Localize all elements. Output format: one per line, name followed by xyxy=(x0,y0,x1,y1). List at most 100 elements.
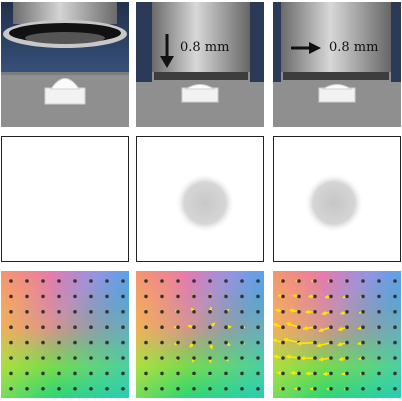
marker-dot xyxy=(313,340,317,345)
marker-dot xyxy=(297,325,301,329)
marker-dot xyxy=(73,310,77,314)
marker-dot xyxy=(208,340,212,345)
marker-dot xyxy=(313,387,317,391)
arrow-head-icon xyxy=(357,326,362,330)
marker-dot xyxy=(121,294,125,299)
marker-dot xyxy=(25,387,29,391)
marker-dot xyxy=(313,356,317,360)
arrow-head-icon xyxy=(208,306,213,311)
marker-dot xyxy=(9,294,13,299)
marker-dot xyxy=(345,279,349,283)
marker-dot xyxy=(73,387,77,391)
marker-dot xyxy=(41,371,45,376)
arrow-head-icon xyxy=(276,370,281,375)
marker-dot xyxy=(361,325,365,329)
marker-dot xyxy=(105,340,109,345)
marker-dot xyxy=(41,310,45,314)
marker-dot xyxy=(329,294,333,299)
marker-dot xyxy=(377,294,381,299)
marker-dot xyxy=(25,325,29,329)
marker-dot xyxy=(281,294,285,299)
marker-dot xyxy=(25,356,29,360)
marker-dot xyxy=(256,340,260,345)
marker-dot xyxy=(377,310,381,314)
marker-dot xyxy=(224,340,228,345)
marker-dot xyxy=(313,310,317,314)
marker-dot xyxy=(57,340,61,345)
marker-dot xyxy=(224,310,228,314)
marker-dot xyxy=(224,294,228,299)
marker-dot xyxy=(208,294,212,299)
marker-dot xyxy=(256,325,260,329)
scene-press-down: 0.8 mm xyxy=(136,2,264,127)
marker-dot xyxy=(313,294,317,299)
marker-dot xyxy=(313,325,317,329)
marker-dot xyxy=(345,387,349,391)
marker-dot xyxy=(57,310,61,314)
marker-dot xyxy=(329,340,333,345)
arrow-head-icon xyxy=(173,325,177,329)
marker-dot xyxy=(224,387,228,391)
marker-dot xyxy=(73,371,77,376)
arrow-head-icon xyxy=(308,294,312,299)
marker-field-initial xyxy=(1,271,129,398)
arrow-head-icon xyxy=(338,356,344,362)
marker-dot xyxy=(329,279,333,283)
marker-dot xyxy=(192,279,196,283)
marker-dot xyxy=(377,325,381,329)
marker-dot xyxy=(160,279,164,283)
marker-dot xyxy=(144,279,148,283)
marker-dot xyxy=(393,356,397,360)
marker-dot xyxy=(208,310,212,314)
marker-dot xyxy=(73,325,77,329)
tactile-image-blank xyxy=(1,136,129,262)
marker-dot xyxy=(208,325,212,329)
arrow-head-icon xyxy=(278,294,282,298)
arrow-head-icon xyxy=(323,371,328,377)
marker-dot xyxy=(240,340,244,345)
marker-dot xyxy=(121,279,125,283)
marker-dot xyxy=(240,371,244,376)
marker-dot xyxy=(393,387,397,391)
arrow-head-icon xyxy=(357,341,362,346)
marker-dot xyxy=(25,279,29,283)
marker-dots xyxy=(9,279,125,391)
arrow-head-icon xyxy=(325,294,329,299)
marker-dot xyxy=(297,310,301,314)
marker-dot xyxy=(57,325,61,329)
marker-dot xyxy=(105,325,109,329)
arrow-head-icon xyxy=(310,387,314,391)
marker-dot xyxy=(176,356,180,360)
marker-dot xyxy=(160,387,164,391)
marker-dot xyxy=(377,279,381,283)
arrow-head-icon xyxy=(225,309,230,313)
marker-dot xyxy=(393,371,397,376)
marker-dot xyxy=(345,325,349,329)
marker-dot xyxy=(41,325,45,329)
marker-dot xyxy=(41,387,45,391)
marker-dot xyxy=(393,279,397,283)
marker-dot xyxy=(121,371,125,376)
marker-dot xyxy=(345,294,349,299)
marker-dot xyxy=(144,356,148,360)
marker-dot xyxy=(192,340,196,345)
marker-dot xyxy=(121,310,125,314)
marker-dot xyxy=(393,294,397,299)
marker-dot xyxy=(73,340,77,345)
marker-dot xyxy=(208,371,212,376)
arrow-head-icon xyxy=(189,343,194,348)
arrow-head-icon xyxy=(305,371,310,376)
marker-vectors-press xyxy=(144,279,260,391)
marker-dot xyxy=(240,294,244,299)
marker-dot xyxy=(41,294,45,299)
marker-dot xyxy=(377,340,381,345)
arrow-head-icon xyxy=(294,386,298,391)
marker-dot xyxy=(144,371,148,376)
marker-dot xyxy=(208,356,212,360)
marker-dot xyxy=(393,310,397,314)
marker-dot xyxy=(160,340,164,345)
marker-dot xyxy=(345,310,349,314)
displacement-label-down: 0.8 mm xyxy=(180,40,230,55)
marker-dot xyxy=(9,325,13,329)
marker-dot xyxy=(329,371,333,376)
